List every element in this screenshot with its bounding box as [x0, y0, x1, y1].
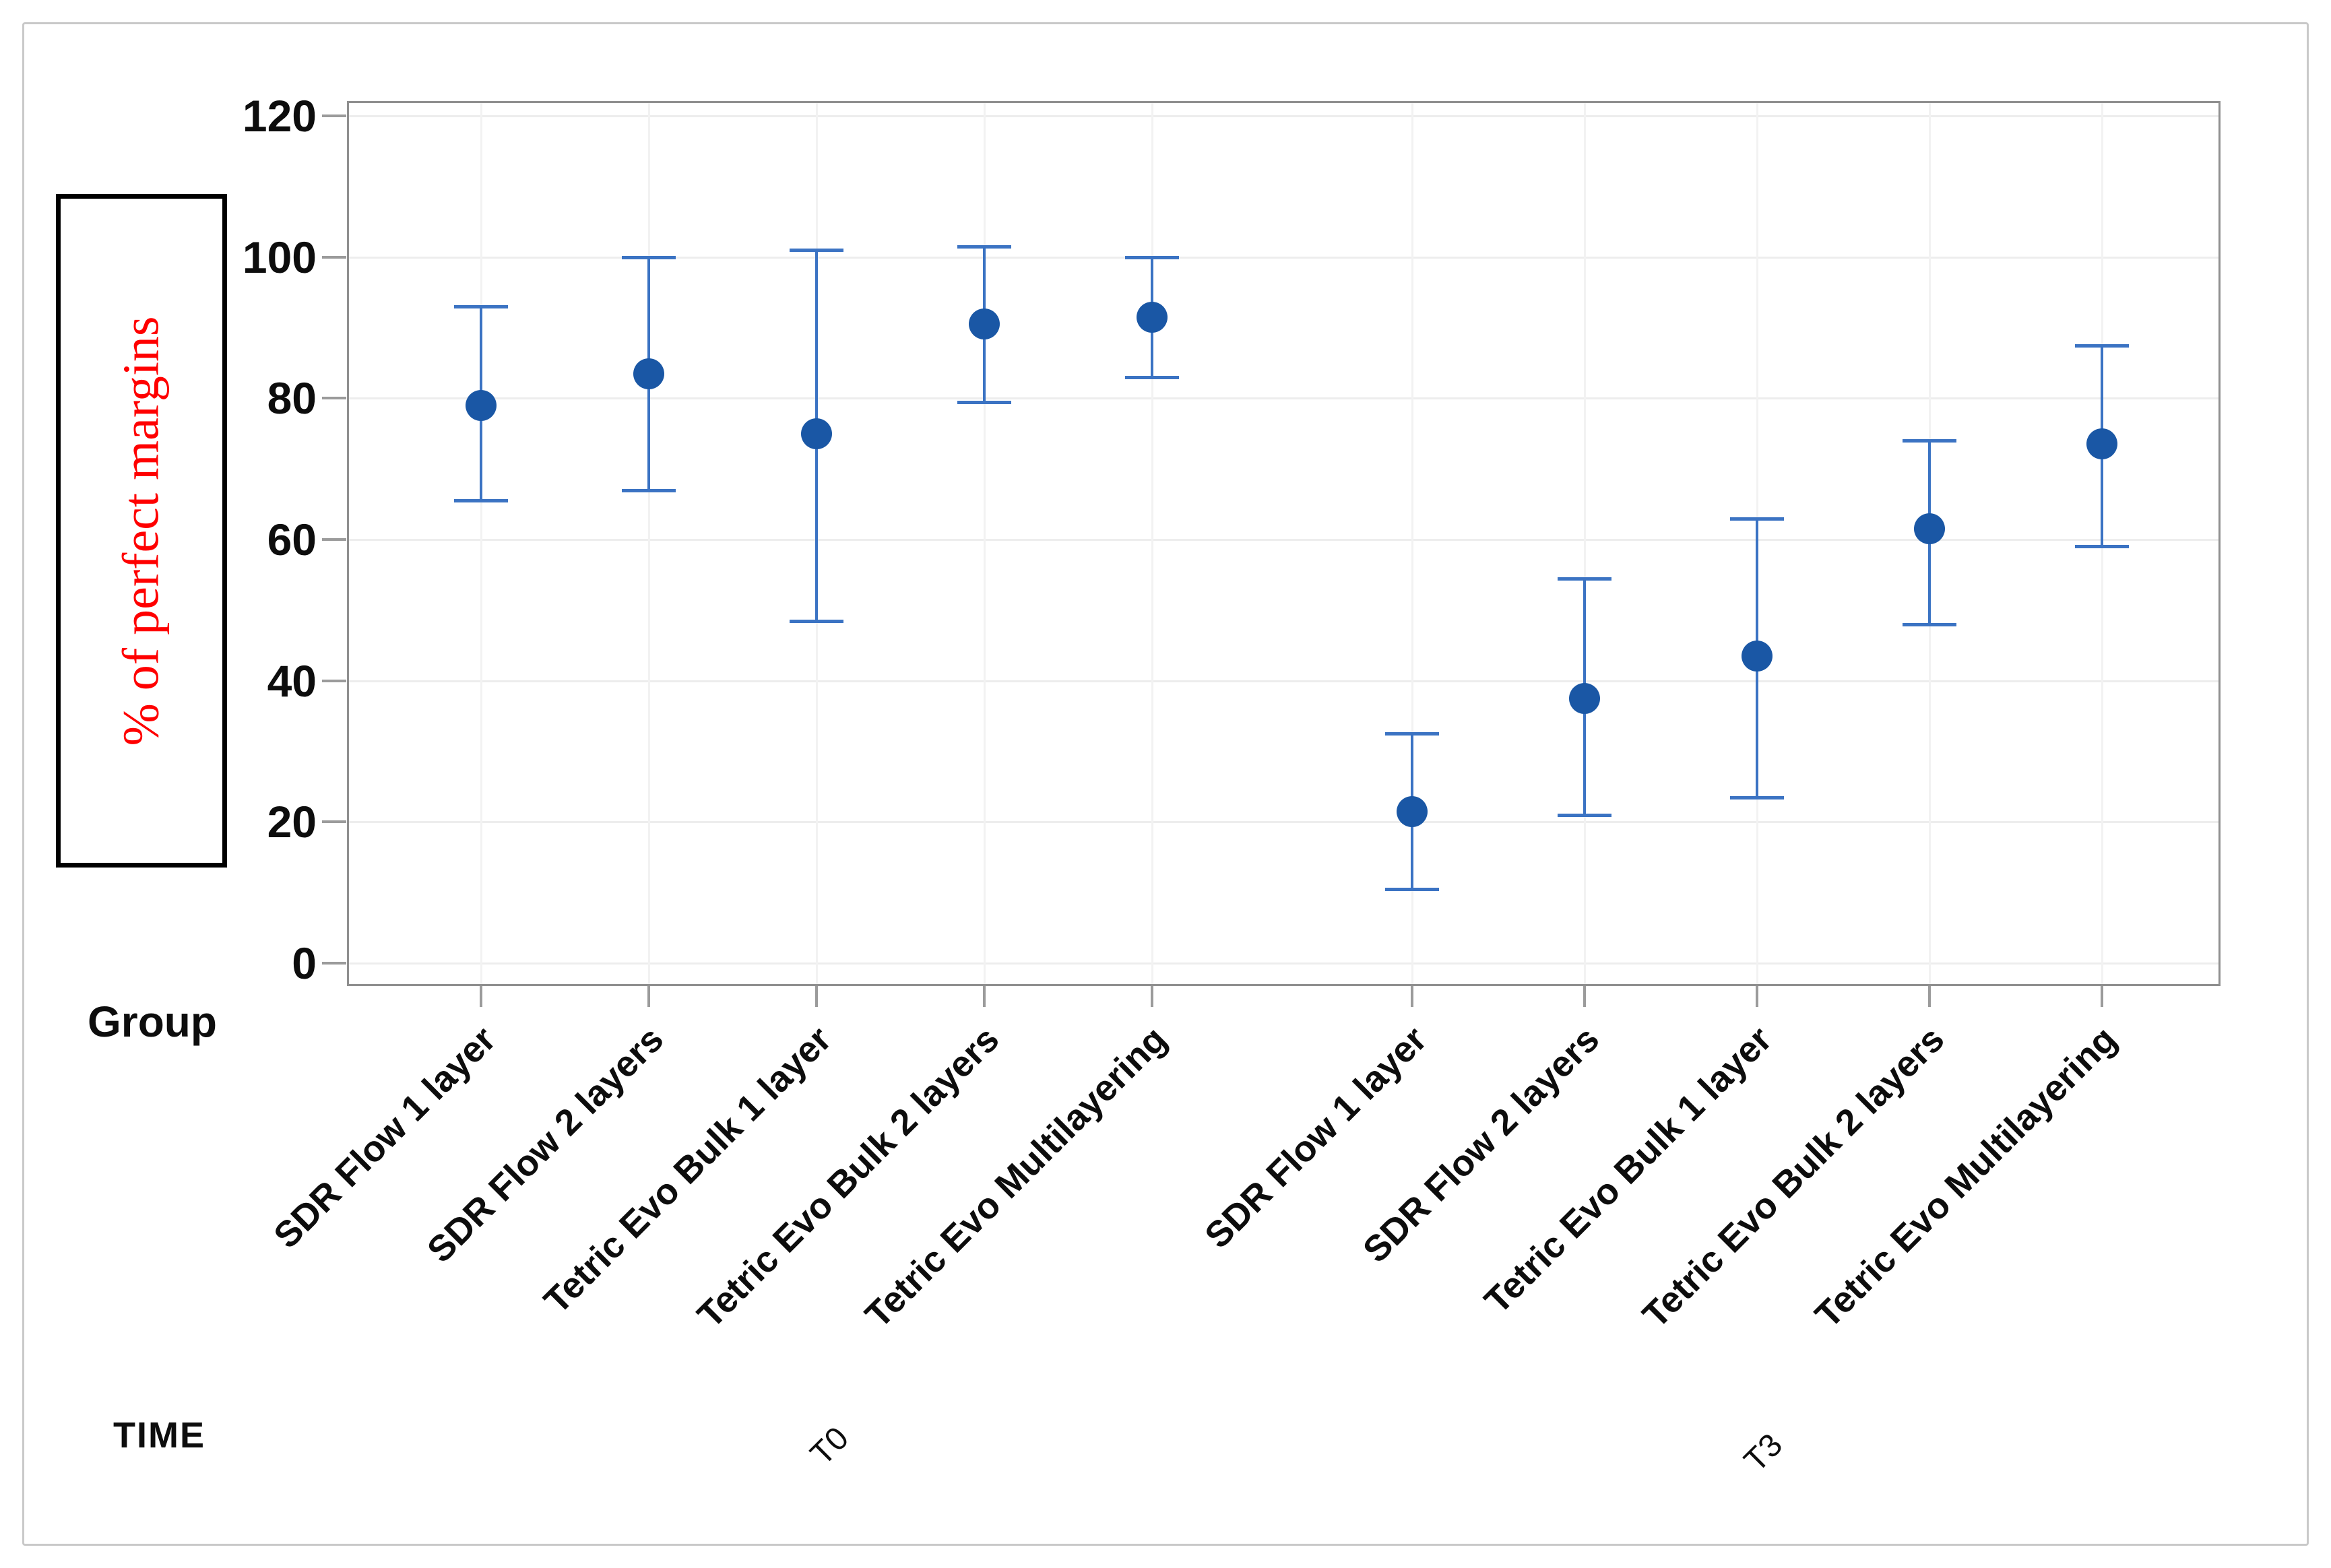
data-point-marker: [1397, 795, 1428, 827]
x-axis-tick: [480, 986, 482, 1007]
error-bar-cap-upper: [1558, 577, 1611, 581]
error-bar-cap-lower: [957, 400, 1011, 404]
error-bar-cap-lower: [790, 619, 843, 623]
x-axis-tick: [1411, 986, 1413, 1007]
y-tick-label: 20: [267, 797, 317, 847]
y-tick-label: 40: [267, 655, 317, 706]
gridline-vertical: [1411, 101, 1413, 986]
error-bar-cap-upper: [1730, 517, 1784, 521]
error-bar-cap-lower: [454, 499, 508, 503]
data-point-marker: [1137, 301, 1168, 333]
y-axis-label-box: % of perfect margins: [56, 194, 227, 868]
error-bar-cap-lower: [2075, 545, 2129, 549]
gridline-vertical: [1584, 101, 1586, 986]
y-tick-label: 80: [267, 373, 317, 424]
data-point-marker: [1742, 640, 1773, 672]
error-bar-cap-upper: [1385, 732, 1439, 736]
x-axis-tick: [983, 986, 986, 1007]
error-bar-cap-upper: [957, 244, 1011, 249]
gridline-horizontal: [347, 539, 2221, 541]
y-axis-tick: [322, 679, 346, 682]
y-axis-tick: [322, 397, 346, 400]
gridline-horizontal: [347, 256, 2221, 259]
data-point-marker: [1914, 513, 1945, 545]
data-point-marker: [2086, 428, 2117, 460]
data-point-marker: [633, 358, 664, 389]
y-axis-label: % of perfect margins: [113, 315, 170, 746]
y-axis-tick: [322, 962, 346, 965]
x-axis-tick: [1151, 986, 1153, 1007]
group-row-label: Group: [88, 998, 217, 1046]
x-axis-tick: [815, 986, 818, 1007]
y-axis-tick: [322, 115, 346, 117]
gridline-vertical: [648, 101, 650, 986]
y-tick-label: 0: [292, 938, 317, 988]
x-axis-tick: [1928, 986, 1931, 1007]
x-axis-tick: [1756, 986, 1758, 1007]
gridline-vertical: [1151, 101, 1153, 986]
error-bar-cap-upper: [622, 255, 676, 259]
error-bar-cap-upper: [1125, 255, 1179, 259]
y-axis-tick: [322, 538, 346, 541]
error-bar-cap-lower: [1385, 887, 1439, 891]
gridline-vertical: [480, 101, 482, 986]
gridline-vertical: [984, 101, 986, 986]
error-bar-cap-upper: [454, 305, 508, 309]
data-point-marker: [1569, 682, 1600, 714]
error-bar-cap-lower: [1558, 813, 1611, 817]
gridline-horizontal: [347, 821, 2221, 824]
y-tick-label: 100: [242, 232, 317, 282]
gridline-horizontal: [347, 115, 2221, 117]
gridline-horizontal: [347, 680, 2221, 682]
error-bar-cap-lower: [1903, 622, 1956, 626]
error-bar-cap-lower: [1730, 795, 1784, 799]
y-tick-label: 120: [242, 91, 317, 141]
time-row-label: TIME: [113, 1415, 205, 1456]
error-bar-cap-lower: [622, 488, 676, 492]
error-bar-cap-upper: [1903, 439, 1956, 443]
y-axis-tick: [322, 255, 346, 259]
y-axis-tick: [322, 820, 346, 824]
y-tick-label: 60: [267, 515, 317, 564]
figure-border: [22, 22, 2309, 1546]
data-point-marker: [969, 308, 1000, 340]
error-bar-cap-upper: [790, 249, 843, 253]
x-axis-tick: [1583, 986, 1586, 1007]
error-bar-cap-upper: [2075, 344, 2129, 348]
gridline-horizontal: [347, 962, 2221, 965]
error-bar-cap-lower: [1125, 375, 1179, 379]
x-axis-tick: [2101, 986, 2103, 1007]
data-point-marker: [801, 418, 832, 449]
plot-frame: [347, 101, 2221, 986]
x-axis-tick: [647, 986, 650, 1007]
gridline-horizontal: [347, 397, 2221, 400]
data-point-marker: [466, 389, 497, 421]
